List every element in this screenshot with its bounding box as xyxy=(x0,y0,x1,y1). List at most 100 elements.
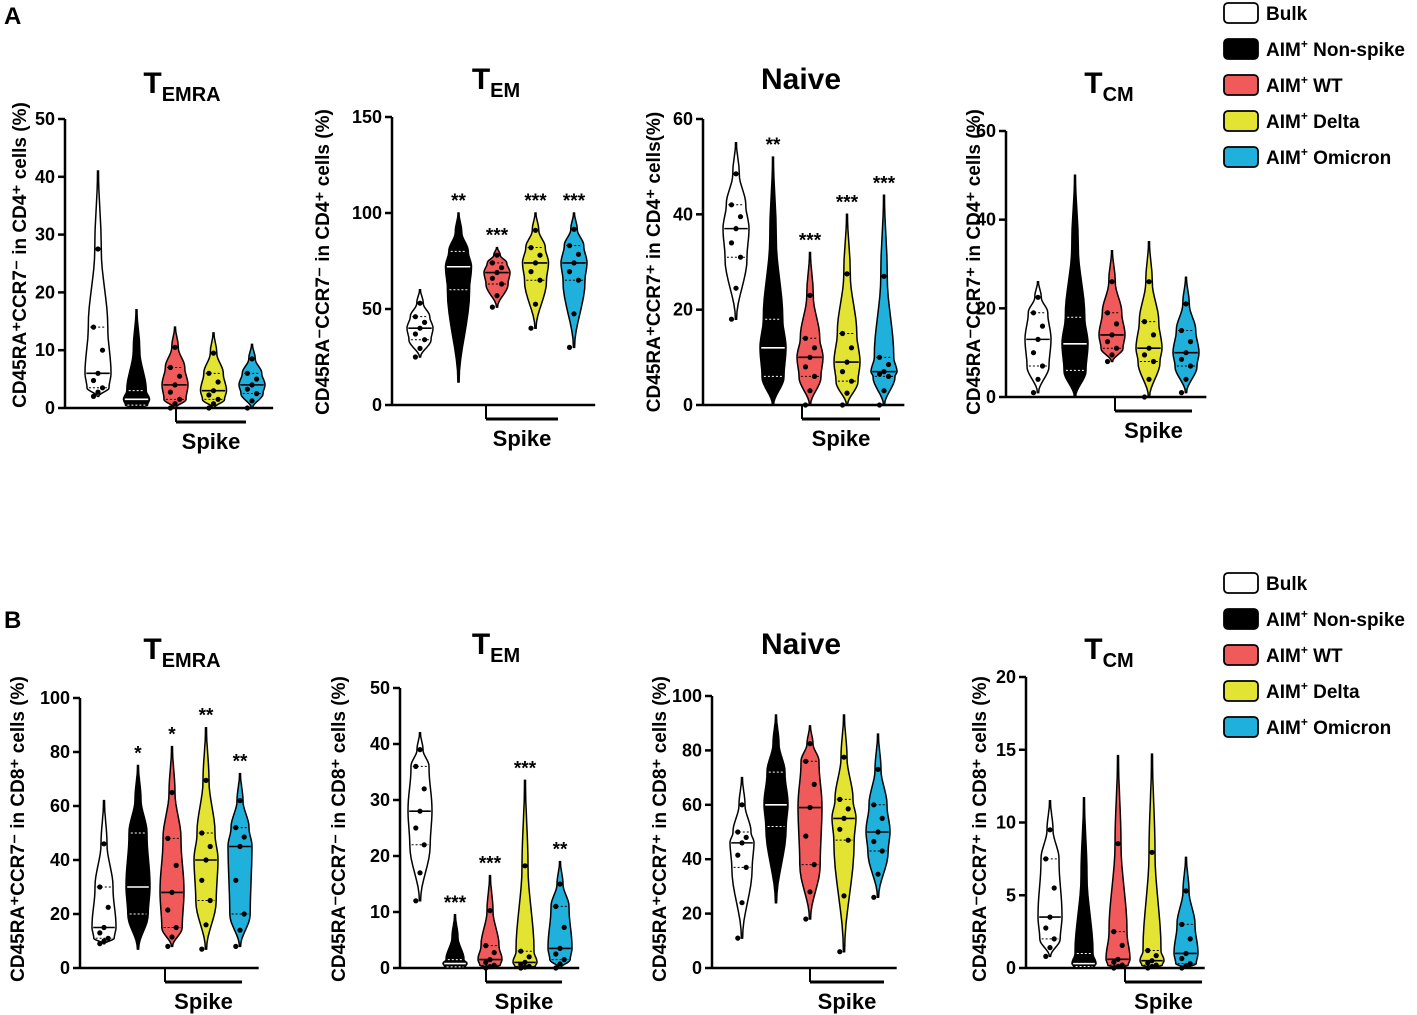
y-tick-label: 0 xyxy=(45,398,55,418)
data-point xyxy=(566,243,573,249)
data-point xyxy=(1153,953,1159,959)
data-point xyxy=(417,325,423,331)
data-point xyxy=(97,884,103,890)
data-point xyxy=(494,269,500,276)
violin-body xyxy=(1071,797,1097,969)
significance-label: ** xyxy=(766,135,781,156)
legend-label-superscript: + xyxy=(1301,73,1308,87)
data-point xyxy=(172,344,178,350)
spike-label: Spike xyxy=(1124,418,1183,443)
violin-4 xyxy=(831,714,857,955)
data-point xyxy=(1145,965,1151,971)
legend-label: AIM+ Delta xyxy=(1266,679,1360,703)
violin-3: *** xyxy=(477,854,503,971)
data-point xyxy=(802,402,809,408)
violin-body xyxy=(1105,754,1131,969)
data-point xyxy=(807,292,813,298)
data-point xyxy=(177,396,183,402)
data-point xyxy=(244,405,250,411)
data-point xyxy=(412,354,418,360)
y-tick-label: 50 xyxy=(370,678,390,698)
violin-2: *** xyxy=(442,893,468,969)
legend-swatch xyxy=(1223,2,1259,24)
legend-label-superscript: + xyxy=(1301,37,1308,51)
y-tick-label: 150 xyxy=(352,107,382,127)
data-point xyxy=(575,251,582,257)
significance-label: * xyxy=(134,744,142,765)
violin-body xyxy=(865,733,891,899)
data-point xyxy=(417,747,423,753)
data-point xyxy=(1119,942,1125,949)
y-tick-label: 0 xyxy=(380,958,390,978)
data-point xyxy=(1149,963,1155,970)
data-point xyxy=(244,370,250,376)
data-point xyxy=(735,935,741,941)
data-point xyxy=(206,370,212,376)
data-point xyxy=(841,815,847,822)
data-point xyxy=(105,904,111,910)
violin-3 xyxy=(1098,249,1126,365)
data-point xyxy=(575,277,582,283)
data-point xyxy=(876,371,883,377)
violin-3: * xyxy=(159,725,185,950)
spike-label: Spike xyxy=(818,989,877,1014)
data-point xyxy=(871,838,877,845)
data-point xyxy=(90,377,97,384)
legend-label: AIM+ Non-spike xyxy=(1266,607,1405,631)
violin-body xyxy=(1061,174,1089,398)
violin-1 xyxy=(91,799,117,947)
data-point xyxy=(839,369,846,375)
legend-swatch xyxy=(1223,110,1259,132)
data-point xyxy=(561,924,567,931)
data-point xyxy=(841,893,847,899)
data-point xyxy=(165,835,171,842)
data-point xyxy=(1183,301,1189,307)
data-point xyxy=(1146,376,1152,382)
violin-1 xyxy=(722,142,750,322)
data-point xyxy=(215,379,221,385)
data-point xyxy=(1111,959,1117,965)
data-point xyxy=(483,943,489,949)
legend-label: AIM+ Non-spike xyxy=(1266,37,1405,61)
data-point xyxy=(1179,965,1185,971)
violin-3 xyxy=(1105,754,1131,971)
legend-label-prefix: AIM xyxy=(1266,40,1301,61)
data-point xyxy=(417,345,423,351)
data-point xyxy=(844,390,850,396)
data-point xyxy=(207,843,213,850)
data-point xyxy=(802,335,809,341)
data-point xyxy=(1030,390,1037,396)
violin-5: ** xyxy=(547,840,573,971)
chart-3: Naive CD45RA⁺CCR7⁺ in CD4⁺ cells(%) 0 20 40 6… xyxy=(644,63,905,451)
significance-label: *** xyxy=(524,191,547,212)
data-point xyxy=(875,829,881,835)
data-point xyxy=(1109,352,1115,358)
data-point xyxy=(165,943,171,950)
data-point xyxy=(254,376,260,382)
legend-item: AIM+ WT xyxy=(1223,643,1343,667)
data-point xyxy=(499,281,505,287)
data-point xyxy=(1109,279,1115,285)
data-point xyxy=(95,389,101,395)
data-point xyxy=(210,388,217,394)
legend-swatch xyxy=(1223,644,1259,666)
y-tick-label: 80 xyxy=(50,742,70,762)
data-point xyxy=(421,786,427,792)
violin-body xyxy=(1139,753,1165,969)
data-point xyxy=(1113,345,1120,351)
data-point xyxy=(237,927,243,933)
data-point xyxy=(101,924,107,931)
data-point xyxy=(233,877,239,883)
violin-body xyxy=(547,860,573,969)
y-tick-label: 40 xyxy=(673,204,693,224)
data-point xyxy=(487,964,493,970)
violin-body xyxy=(159,745,185,948)
violin-4 xyxy=(1135,241,1163,400)
data-point xyxy=(876,354,883,360)
y-tick-label: 10 xyxy=(35,340,55,360)
violin-5 xyxy=(1172,276,1200,396)
violin-2 xyxy=(122,308,151,409)
chart-title: TEMRA xyxy=(143,633,220,672)
legend-label-suffix: Non-spike xyxy=(1308,40,1405,61)
data-point xyxy=(518,961,524,968)
